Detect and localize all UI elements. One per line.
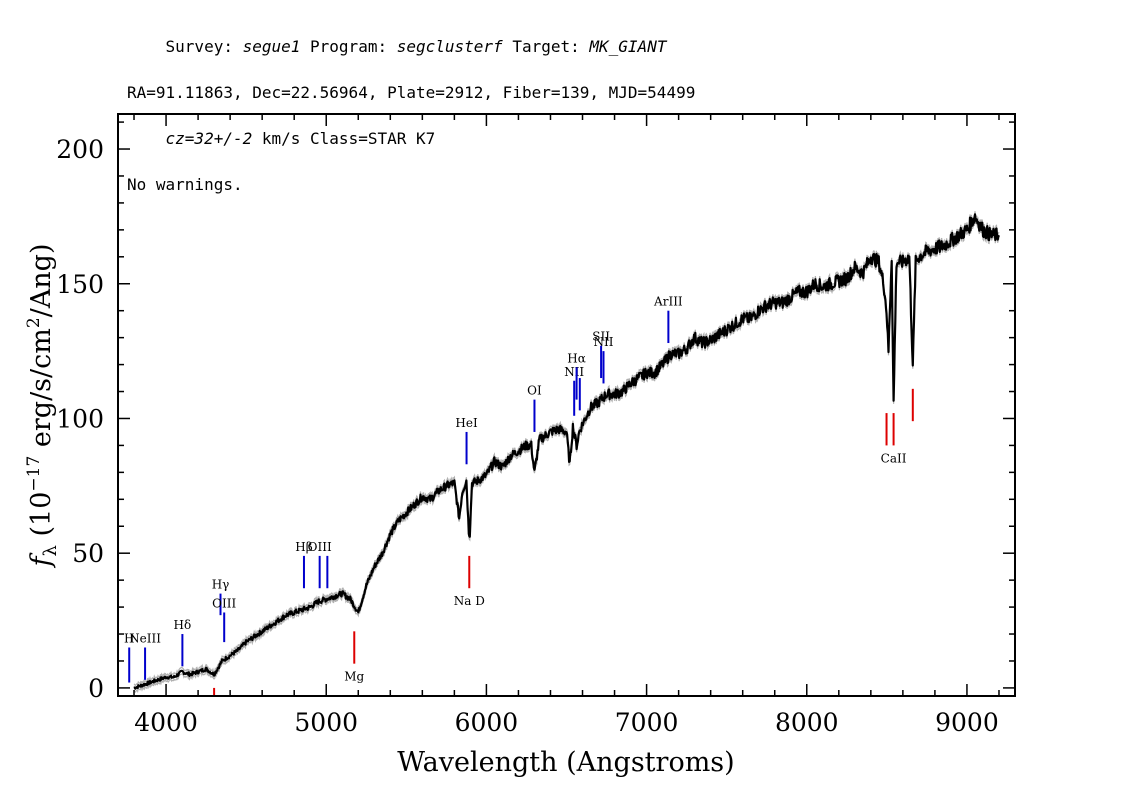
line-label: CaII	[881, 451, 907, 465]
line-label: OIII	[308, 540, 332, 554]
y-axis-title-sup1: −17	[24, 456, 44, 492]
y-tick-label: 0	[88, 674, 104, 703]
header-line-coordinates: RA=91.11863, Dec=22.56964, Plate=2912, F…	[127, 83, 696, 102]
header-cz-value: cz=32+/-2	[165, 129, 253, 148]
line-label: Hδ	[174, 618, 192, 632]
spectrum-header: Survey: segue1 Program: segclusterf Targ…	[127, 12, 695, 196]
header-target-label: Target:	[502, 37, 590, 56]
line-label: Hβ	[295, 540, 312, 554]
y-tick-label: 150	[56, 270, 104, 299]
header-program-value: segclusterf	[396, 37, 503, 56]
flux-error-lower	[133, 217, 1000, 694]
header-line-redshift: cz=32+/-2 km/s Class=STAR K7	[127, 104, 695, 173]
x-tick-label: 8000	[775, 708, 839, 737]
line-label: Hα	[567, 351, 586, 365]
y-tick-label: 50	[72, 539, 104, 568]
line-label: OI	[527, 384, 542, 398]
y-axis-title-post: /Ang)	[26, 244, 57, 318]
header-program-label: Program:	[300, 37, 397, 56]
y-axis-title-mid: erg/s/cm	[26, 328, 57, 456]
line-label: Na D	[454, 594, 485, 608]
x-tick-label: 9000	[935, 708, 999, 737]
line-label: H	[124, 632, 134, 646]
y-axis-title-pre: (10	[26, 492, 57, 545]
plot-frame	[117, 113, 1016, 697]
line-label: SII	[592, 330, 610, 344]
x-tick-label: 6000	[455, 708, 519, 737]
axis-ticks: 4000 5000 6000 7000 8000 9000 0 50 100 150 200	[56, 114, 1015, 737]
header-line-warnings: No warnings.	[127, 175, 243, 194]
flux-error-upper	[133, 211, 1000, 687]
x-tick-label: 5000	[294, 708, 358, 737]
header-class-value: km/s Class=STAR K7	[252, 129, 436, 148]
y-axis-title-sub: λ	[40, 545, 61, 556]
header-survey-label: Survey:	[165, 37, 243, 56]
x-tick-label: 7000	[615, 708, 679, 737]
line-label: NII	[564, 365, 584, 379]
y-axis-title: fλ (10−17 erg/s/cm2/Ang)	[24, 244, 61, 569]
header-line-survey: Survey: segue1 Program: segclusterf Targ…	[127, 12, 695, 81]
x-axis-title: Wavelength (Angstroms)	[397, 747, 734, 778]
y-axis-title-sup2: 2	[24, 317, 44, 328]
line-label: HeI	[455, 416, 478, 430]
y-tick-label: 100	[56, 404, 104, 433]
line-label: Mg	[344, 670, 364, 684]
y-tick-label: 200	[56, 135, 104, 164]
line-label: OIII	[212, 596, 236, 610]
header-survey-value: segue1	[242, 37, 301, 56]
line-label: ArIII	[653, 295, 683, 309]
flux-layer	[133, 213, 1000, 690]
line-label: NeIII	[129, 632, 161, 646]
header-target-value: MK_GIANT	[589, 37, 667, 56]
line-label: Hγ	[212, 578, 230, 592]
x-tick-label: 4000	[134, 708, 198, 737]
error-band-layer	[133, 211, 1000, 694]
flux-line-0	[133, 213, 1000, 690]
line-label: NII	[594, 335, 614, 349]
